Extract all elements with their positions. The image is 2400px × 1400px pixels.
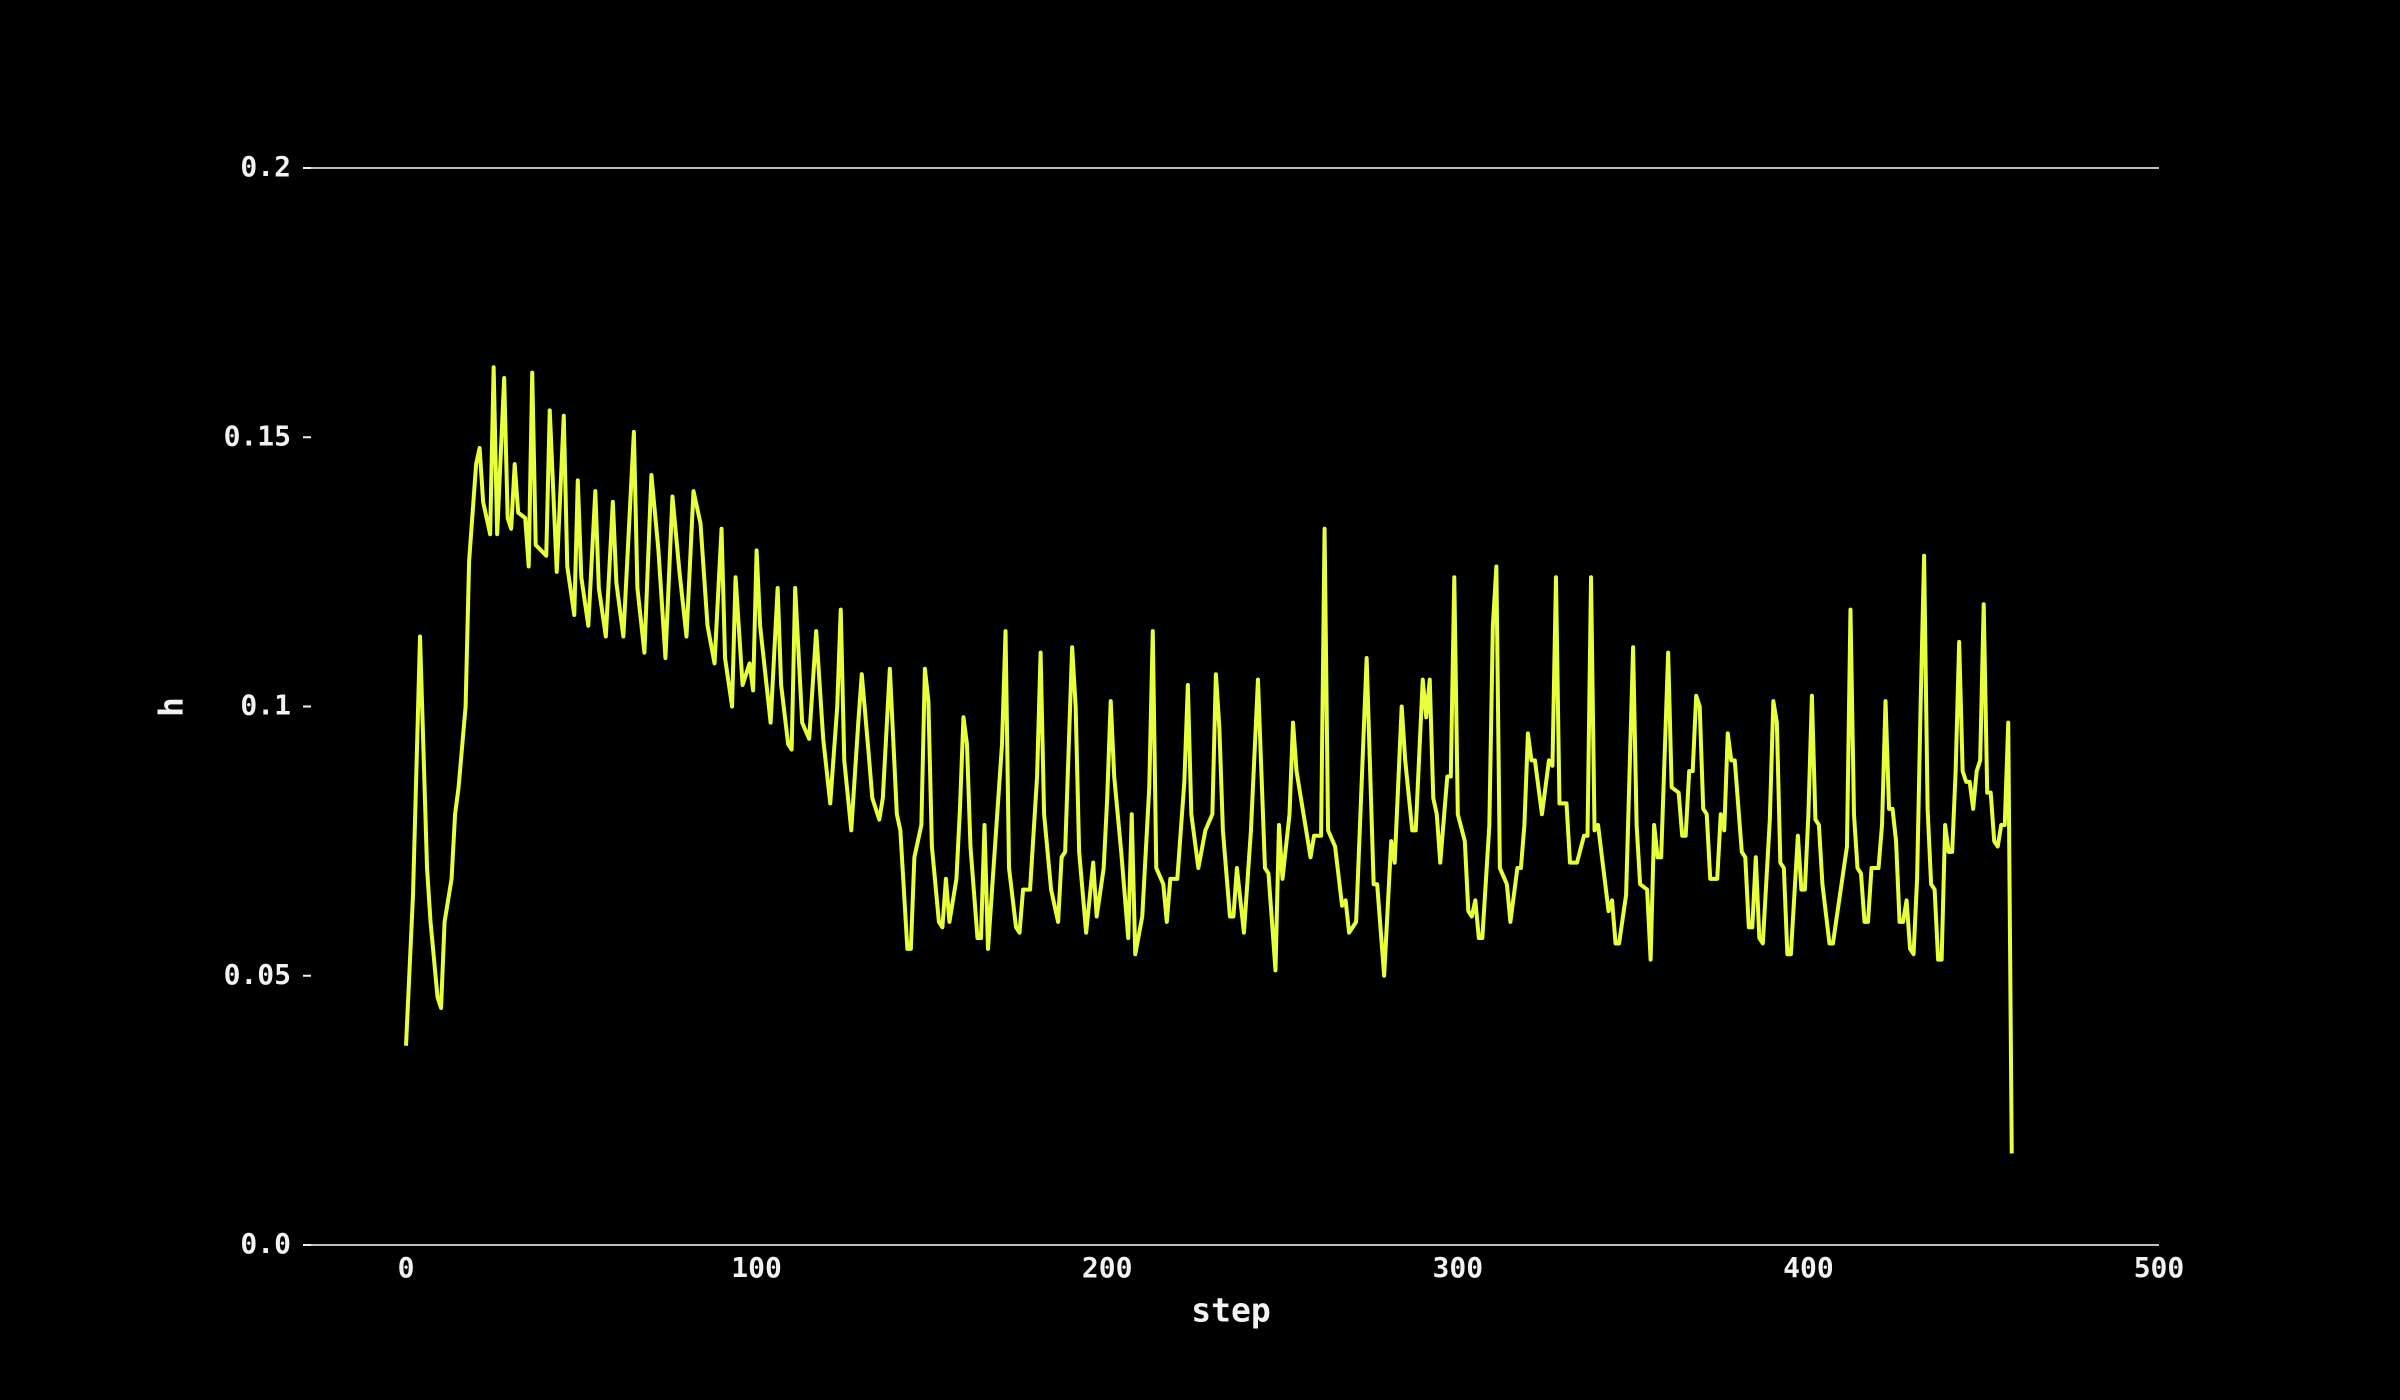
x-tick-label: 400 [1783,1251,1834,1284]
x-tick-label: 500 [2134,1251,2185,1284]
y-tick-label: 0.2 [240,150,291,183]
data-line [404,365,2014,1154]
x-tick-label: 300 [1433,1251,1484,1284]
y-tick-label: 0.1 [240,689,291,722]
x-tick-label: 0 [398,1251,415,1284]
y-tick-label: 0.15 [224,419,291,452]
y-tick-label: 0.0 [240,1227,291,1260]
x-tick-label: 200 [1082,1251,1133,1284]
y-axis-label: h [152,697,191,717]
x-axis-label: step [1191,1291,1270,1330]
y-tick-label: 0.05 [224,958,291,991]
x-tick-label: 100 [731,1251,782,1284]
